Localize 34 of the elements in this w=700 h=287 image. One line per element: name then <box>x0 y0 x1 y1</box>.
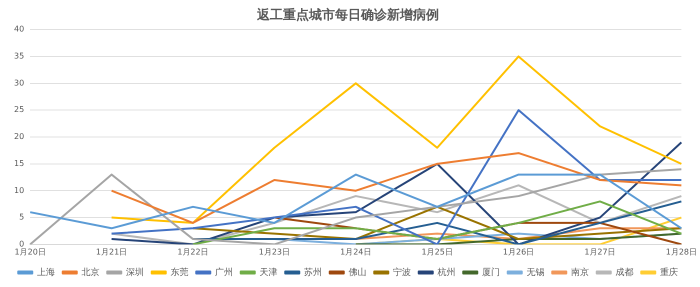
y-tick-label: 10 <box>14 186 24 195</box>
legend-label: 上海 <box>36 266 55 278</box>
legend-label: 东莞 <box>170 266 188 278</box>
y-tick-label: 40 <box>14 24 24 34</box>
legend-label: 厦门 <box>482 266 500 278</box>
x-tick-label: 1月27日 <box>584 247 616 256</box>
chart-title: 返工重点城市每日确诊新增病例 <box>256 7 439 24</box>
legend-label: 无锡 <box>526 266 544 278</box>
legend-label: 宁波 <box>392 266 411 278</box>
legend-label: 北京 <box>81 266 100 278</box>
legend-label: 南京 <box>570 266 589 278</box>
x-tick-label: 1月28日 <box>666 247 698 256</box>
y-tick-label: 5 <box>19 212 24 222</box>
x-tick-label: 1月25日 <box>422 247 453 256</box>
legend-label: 天津 <box>259 266 278 278</box>
y-tick-label: 0 <box>19 239 24 248</box>
legend-label: 杭州 <box>436 266 456 278</box>
x-tick-label: 1月20日 <box>14 247 46 256</box>
x-tick-label: 1月21日 <box>96 247 128 256</box>
y-tick-label: 30 <box>14 78 24 88</box>
legend-label: 苏州 <box>304 266 322 278</box>
legend-label: 重庆 <box>660 266 678 278</box>
legend-label: 成都 <box>615 266 634 278</box>
legend-label: 广州 <box>214 266 233 278</box>
x-tick-label: 1月23日 <box>258 247 290 256</box>
y-tick-label: 35 <box>14 52 24 61</box>
legend-label: 佛山 <box>348 266 366 278</box>
x-tick-label: 1月26日 <box>502 247 534 256</box>
y-tick-label: 25 <box>14 105 24 114</box>
y-tick-label: 15 <box>14 158 24 168</box>
x-tick-label: 1月24日 <box>340 247 372 256</box>
legend-label: 深圳 <box>126 266 144 278</box>
x-tick-label: 1月22日 <box>177 247 209 256</box>
y-tick-label: 20 <box>14 132 24 142</box>
